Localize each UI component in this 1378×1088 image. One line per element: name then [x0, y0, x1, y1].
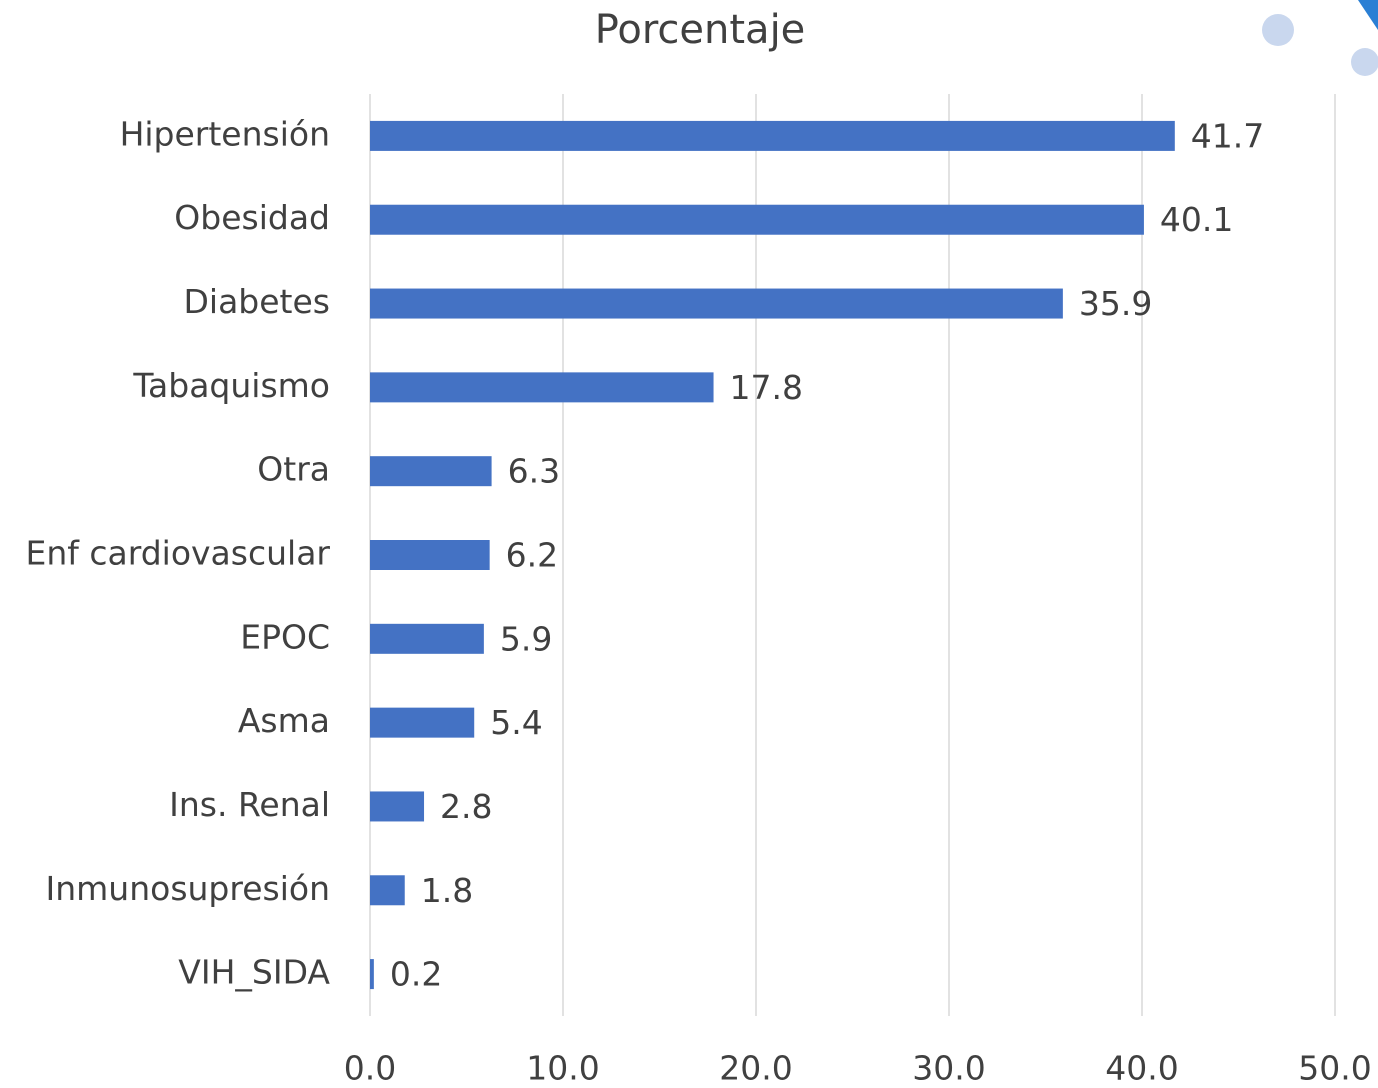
y-tick-label: Otra: [257, 450, 330, 489]
data-label: 5.9: [500, 619, 552, 658]
x-tick-label: 40.0: [1105, 1049, 1178, 1088]
data-label: 5.4: [490, 703, 542, 742]
bar: [370, 623, 484, 654]
bar: [370, 204, 1144, 235]
bar: [370, 875, 405, 906]
data-label: 40.1: [1160, 200, 1233, 239]
y-tick-label: Tabaquismo: [132, 366, 330, 405]
bar: [370, 707, 475, 738]
data-label: 6.3: [508, 452, 560, 491]
data-label: 35.9: [1079, 284, 1152, 323]
y-tick-label: Enf cardiovascular: [26, 534, 331, 573]
bar: [370, 120, 1175, 151]
y-tick-label: Inmunosupresión: [46, 869, 330, 908]
decoration: [1358, 0, 1378, 30]
x-tick-label: 50.0: [1298, 1049, 1371, 1088]
bar: [370, 288, 1063, 319]
bar: [370, 791, 425, 822]
data-label: 0.2: [390, 955, 442, 994]
y-tick-label: Hipertensión: [120, 114, 330, 153]
data-label: 2.8: [440, 787, 492, 826]
data-label: 17.8: [730, 368, 803, 407]
y-tick-label: EPOC: [240, 617, 330, 656]
bar: [370, 540, 490, 570]
bar: [370, 456, 492, 487]
y-tick-label: Obesidad: [174, 198, 330, 237]
decoration: [1262, 14, 1294, 46]
chart-title: Porcentaje: [595, 7, 806, 53]
y-tick-label: Diabetes: [184, 282, 331, 321]
x-tick-label: 0.0: [344, 1049, 396, 1088]
decoration: [1351, 48, 1378, 76]
x-tick-label: 20.0: [719, 1049, 792, 1088]
bar: [370, 959, 374, 990]
bar: [370, 372, 714, 403]
data-label: 41.7: [1191, 116, 1264, 155]
x-tick-label: 30.0: [912, 1049, 985, 1088]
y-tick-label: VIH_SIDA: [178, 953, 330, 992]
x-tick-label: 10.0: [526, 1049, 599, 1088]
data-label: 1.8: [421, 871, 473, 910]
y-tick-label: Asma: [238, 701, 330, 740]
data-label: 6.2: [506, 536, 558, 575]
y-tick-label: Ins. Renal: [169, 785, 330, 824]
